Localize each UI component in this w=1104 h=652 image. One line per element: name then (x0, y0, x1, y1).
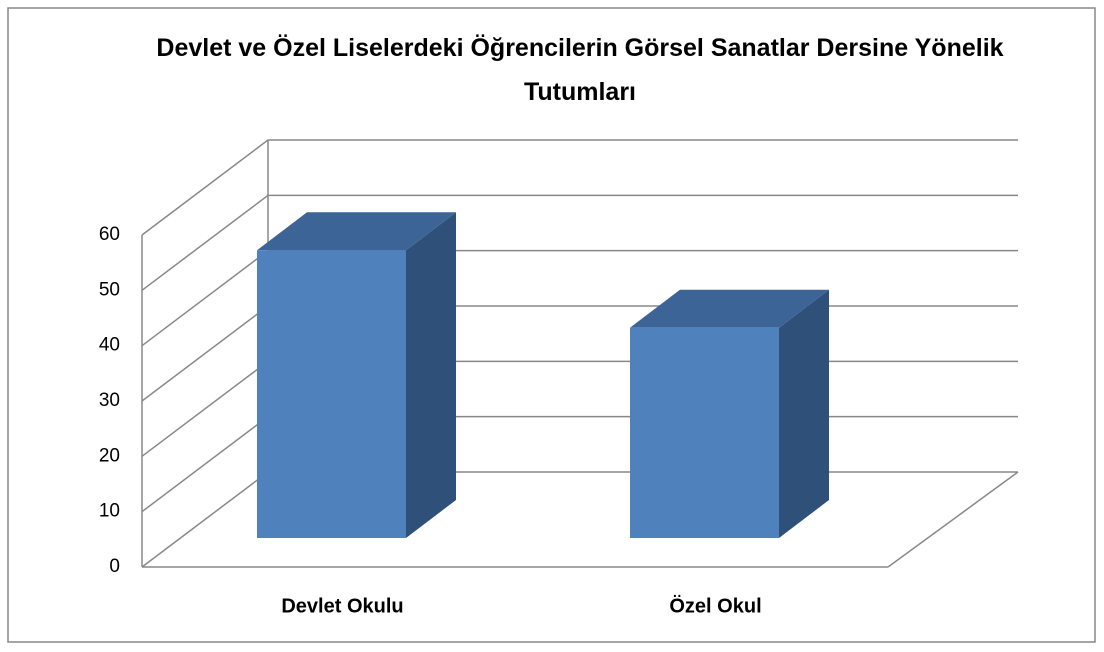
y-tick-label: 30 (99, 390, 120, 411)
bar (630, 327, 779, 538)
grid-line (141, 194, 1018, 291)
x-tick-label: Devlet Okulu (281, 595, 403, 617)
bar-side (779, 289, 829, 538)
chart-title: Devlet ve Özel Liselerdeki Öğrencilerin … (156, 34, 1004, 106)
x-tick-label: Özel Okul (669, 594, 761, 617)
bar (257, 250, 406, 538)
floor-edge (887, 471, 1019, 568)
chart-border (7, 7, 1096, 643)
bar-top (630, 289, 829, 328)
grid-line (141, 139, 1018, 236)
y-tick-label: 10 (99, 501, 120, 522)
bar-top (257, 212, 456, 251)
y-tick-label: 50 (99, 279, 120, 300)
y-tick-label: 0 (109, 556, 120, 577)
bar-side (406, 212, 456, 538)
y-tick-label: 40 (99, 335, 120, 356)
y-tick-label: 60 (99, 224, 120, 245)
y-tick-label: 20 (99, 445, 120, 466)
